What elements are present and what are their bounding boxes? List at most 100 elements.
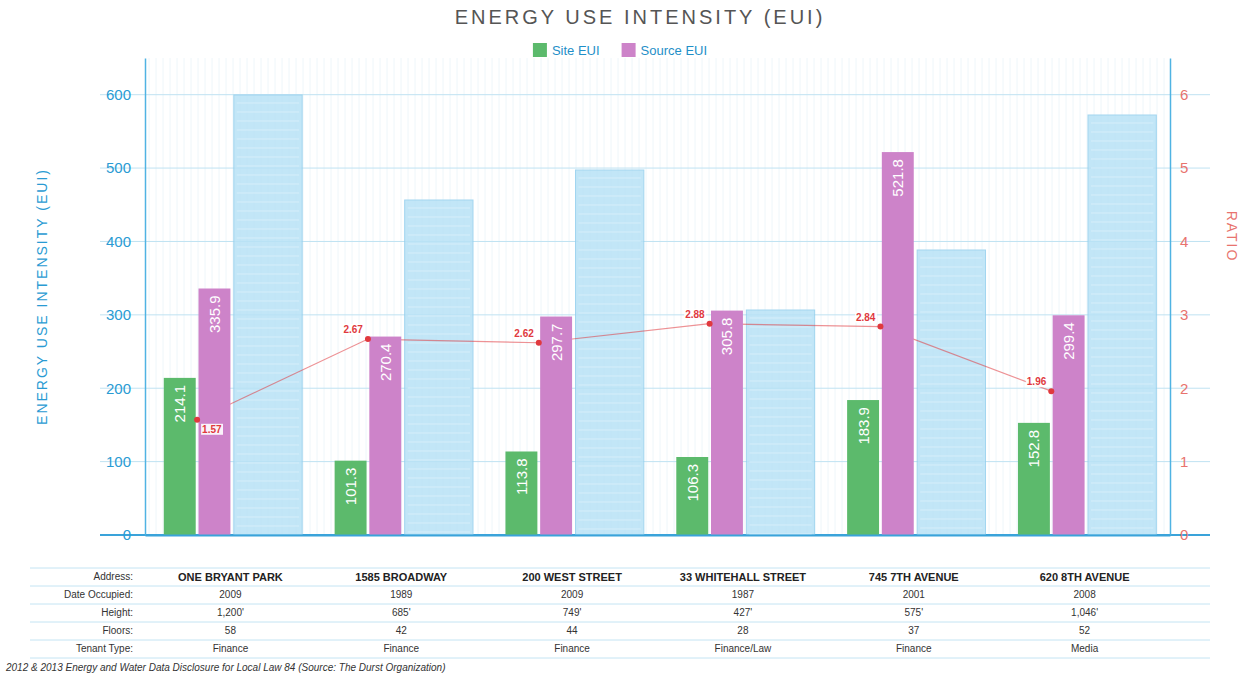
building-floor bbox=[579, 430, 641, 431]
texture-line bbox=[709, 58, 710, 535]
table-cell: 2009 bbox=[561, 589, 584, 600]
y-axis-title: ENERGY USE INTENSITY (EUI) bbox=[34, 168, 50, 425]
building-floor bbox=[579, 421, 641, 422]
y2-tick-label: 1 bbox=[1180, 453, 1188, 470]
building-floor bbox=[920, 519, 982, 520]
ratio-point bbox=[707, 321, 713, 327]
ratio-label-group: 2.84 bbox=[855, 312, 877, 323]
texture-line bbox=[492, 58, 493, 535]
texture-line bbox=[163, 58, 164, 535]
texture-line bbox=[1003, 58, 1004, 535]
building-floor bbox=[920, 375, 982, 376]
building-floor bbox=[237, 274, 299, 275]
building-floor bbox=[1091, 447, 1153, 448]
building-floor bbox=[1091, 438, 1153, 439]
building-floor bbox=[920, 330, 982, 331]
data-label: 335.9 bbox=[206, 296, 223, 334]
ratio-point bbox=[194, 417, 200, 423]
building-floor bbox=[1091, 483, 1153, 484]
building-floor bbox=[579, 511, 641, 512]
building-floor bbox=[1091, 339, 1153, 340]
texture-line bbox=[1164, 58, 1165, 535]
building-floor bbox=[408, 307, 470, 308]
building-floor bbox=[1091, 357, 1153, 358]
building-floor bbox=[749, 453, 811, 454]
building-floor bbox=[1091, 150, 1153, 151]
building-floor bbox=[408, 379, 470, 380]
x-tick: ONE BRYANT PARK bbox=[178, 535, 283, 583]
building-floor bbox=[1091, 123, 1153, 124]
y-tick-label: 500 bbox=[106, 159, 131, 176]
ratio-label: 2.62 bbox=[514, 328, 534, 339]
table-cell: 44 bbox=[567, 625, 579, 636]
building-floor bbox=[237, 337, 299, 338]
table-cell: 1,200' bbox=[217, 607, 244, 618]
ratio-point bbox=[365, 336, 371, 342]
bar bbox=[676, 457, 708, 535]
table-cell: 1989 bbox=[390, 589, 413, 600]
building-floor bbox=[237, 355, 299, 356]
building-floor bbox=[1091, 456, 1153, 457]
table-row-label: Height: bbox=[101, 607, 133, 618]
y2-tick: 5 bbox=[1170, 159, 1188, 176]
y2-tick: 0 bbox=[1170, 526, 1188, 543]
building-floor bbox=[579, 385, 641, 386]
building-floor bbox=[920, 402, 982, 403]
building-floor bbox=[237, 364, 299, 365]
building-floor bbox=[579, 529, 641, 530]
building-floor bbox=[920, 393, 982, 394]
building-floor bbox=[237, 373, 299, 374]
table: Address:Date Occupied:Height:Floors:Tena… bbox=[30, 568, 1210, 658]
building-floor bbox=[749, 444, 811, 445]
ratio-label: 2.88 bbox=[685, 309, 705, 320]
building-floor bbox=[920, 447, 982, 448]
building-floor bbox=[237, 400, 299, 401]
building-floor bbox=[1091, 492, 1153, 493]
texture-line bbox=[310, 58, 311, 535]
y2-axis-line bbox=[1170, 59, 1172, 536]
ratio-label-group: 2.67 bbox=[342, 324, 364, 335]
building-floor bbox=[237, 130, 299, 131]
data-label: 305.8 bbox=[718, 318, 735, 356]
legend-label: Source EUI bbox=[641, 43, 707, 58]
bar bbox=[882, 152, 914, 535]
building-floor bbox=[237, 247, 299, 248]
building-floor bbox=[408, 523, 470, 524]
ratio-label: 1.96 bbox=[1027, 376, 1047, 387]
building-floor bbox=[749, 354, 811, 355]
x-tick-label: 200 WEST STREET bbox=[522, 571, 622, 583]
building-floor bbox=[237, 427, 299, 428]
y2-tick-label: 2 bbox=[1180, 380, 1188, 397]
x-tick-label: 745 7TH AVENUE bbox=[869, 571, 959, 583]
label-patch bbox=[513, 328, 535, 339]
y-tick-label: 600 bbox=[106, 86, 131, 103]
building-floor bbox=[1091, 474, 1153, 475]
building-floor bbox=[408, 244, 470, 245]
texture-line bbox=[842, 58, 843, 535]
building bbox=[917, 250, 985, 535]
building-floor bbox=[920, 366, 982, 367]
building-floor bbox=[1091, 303, 1153, 304]
building-floor bbox=[920, 420, 982, 421]
y-tick: 500 bbox=[106, 159, 145, 176]
building-floor bbox=[749, 363, 811, 364]
texture-line bbox=[835, 58, 836, 535]
texture-line bbox=[828, 58, 829, 535]
building-floor bbox=[920, 483, 982, 484]
building-floor bbox=[237, 346, 299, 347]
building-floor bbox=[408, 289, 470, 290]
building-floor bbox=[1091, 258, 1153, 259]
building-floor bbox=[920, 312, 982, 313]
table-rule bbox=[30, 622, 1210, 623]
building-floor bbox=[408, 343, 470, 344]
table-rule bbox=[30, 586, 1210, 587]
data-label: 299.4 bbox=[1060, 322, 1077, 360]
x-tick-label: 33 WHITEHALL STREET bbox=[680, 571, 807, 583]
building-floor bbox=[1091, 222, 1153, 223]
building-floor bbox=[1091, 231, 1153, 232]
y2-tick-label: 3 bbox=[1180, 306, 1188, 323]
table-cell: 749' bbox=[563, 607, 582, 618]
building-floor bbox=[749, 507, 811, 508]
building bbox=[576, 170, 644, 535]
building-floor bbox=[749, 489, 811, 490]
